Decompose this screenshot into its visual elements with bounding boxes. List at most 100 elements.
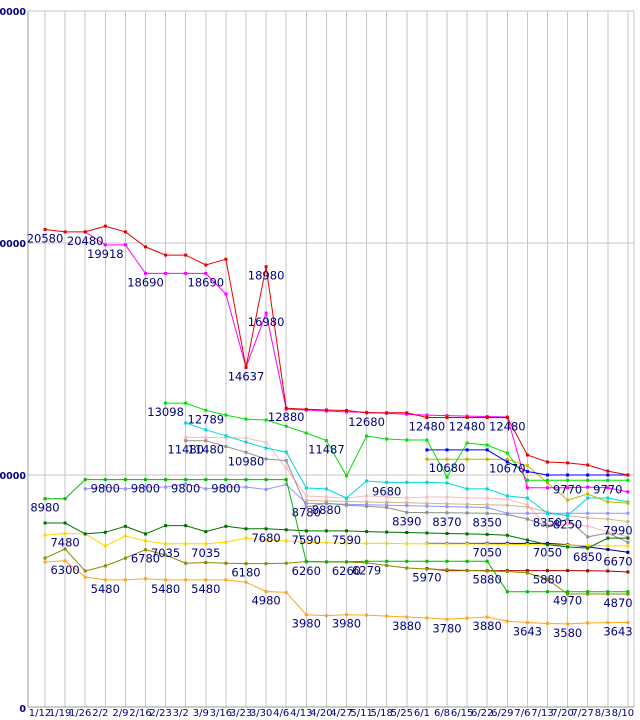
value-label: 7050 bbox=[473, 545, 502, 559]
data-point bbox=[63, 532, 67, 535]
value-label: 12789 bbox=[188, 412, 225, 426]
data-point bbox=[505, 494, 509, 498]
data-point bbox=[405, 438, 409, 442]
y-axis-tick-label: 30000 bbox=[0, 7, 26, 18]
data-point bbox=[264, 441, 268, 444]
value-label: 3980 bbox=[292, 617, 321, 631]
data-point bbox=[566, 511, 570, 515]
gridlines bbox=[27, 10, 635, 708]
data-point bbox=[485, 615, 489, 619]
data-point bbox=[546, 481, 549, 485]
data-point bbox=[244, 365, 248, 369]
data-point bbox=[405, 480, 409, 484]
data-point bbox=[365, 503, 369, 507]
series-green-flat-line bbox=[45, 479, 628, 593]
data-point bbox=[425, 567, 429, 571]
data-point bbox=[485, 443, 489, 447]
data-point bbox=[224, 436, 228, 440]
data-point bbox=[224, 540, 228, 544]
data-point bbox=[224, 257, 228, 261]
data-point bbox=[43, 560, 47, 564]
data-point bbox=[465, 505, 469, 509]
data-point bbox=[485, 506, 489, 509]
data-point bbox=[244, 450, 248, 454]
data-point bbox=[626, 540, 630, 544]
data-point bbox=[626, 544, 630, 548]
data-point bbox=[405, 566, 409, 570]
data-point bbox=[244, 485, 248, 489]
data-point bbox=[586, 590, 590, 594]
data-point bbox=[425, 501, 429, 505]
data-point bbox=[204, 263, 208, 267]
value-label: 5480 bbox=[191, 582, 220, 596]
data-point bbox=[103, 578, 107, 582]
data-point bbox=[465, 441, 469, 445]
data-point bbox=[465, 487, 469, 491]
x-axis-date-label: 6/22 bbox=[471, 708, 493, 719]
data-point bbox=[324, 439, 328, 442]
data-point bbox=[385, 614, 389, 618]
data-point bbox=[606, 536, 610, 540]
data-point bbox=[425, 438, 429, 442]
data-point bbox=[425, 542, 429, 546]
data-point bbox=[264, 418, 268, 422]
data-point bbox=[525, 621, 529, 624]
series-gray bbox=[184, 439, 630, 544]
value-label: 6180 bbox=[231, 566, 260, 580]
series-red-line bbox=[44, 225, 628, 476]
x-axis-date-label: 1/26 bbox=[69, 708, 91, 719]
data-point bbox=[626, 501, 630, 505]
value-label: 3643 bbox=[513, 625, 542, 639]
data-point bbox=[63, 497, 67, 501]
value-label: 13098 bbox=[147, 405, 184, 419]
data-point bbox=[546, 543, 549, 547]
y-axis-tick-label: 20000 bbox=[0, 239, 26, 250]
series-red bbox=[43, 224, 630, 477]
data-point bbox=[164, 524, 168, 528]
data-point bbox=[405, 615, 409, 619]
data-point bbox=[83, 230, 87, 234]
data-point bbox=[324, 499, 328, 503]
data-point bbox=[425, 559, 429, 563]
series-green-fluctuating bbox=[164, 401, 630, 482]
data-point bbox=[385, 500, 389, 504]
data-point bbox=[63, 547, 67, 551]
data-point bbox=[224, 485, 228, 489]
data-point bbox=[224, 434, 228, 438]
data-point bbox=[103, 478, 107, 482]
data-point bbox=[425, 511, 429, 515]
data-point bbox=[586, 478, 590, 482]
data-point bbox=[525, 511, 529, 515]
data-point bbox=[365, 559, 369, 563]
data-point bbox=[385, 564, 389, 567]
data-point bbox=[405, 542, 409, 546]
data-point bbox=[445, 414, 449, 418]
value-label: 19918 bbox=[87, 247, 124, 261]
data-point bbox=[626, 490, 630, 494]
data-point bbox=[485, 487, 489, 491]
data-point bbox=[184, 482, 188, 486]
data-point bbox=[164, 485, 168, 489]
x-axis-date-label: 8/10 bbox=[612, 708, 634, 719]
data-point bbox=[43, 556, 47, 560]
data-point bbox=[385, 503, 389, 507]
data-point bbox=[123, 230, 127, 234]
data-point bbox=[204, 578, 208, 582]
data-point bbox=[525, 453, 529, 457]
x-axis-date-label: 4/13 bbox=[290, 708, 312, 719]
value-label: 7480 bbox=[50, 536, 79, 550]
x-axis-date-label: 5/11 bbox=[350, 708, 372, 719]
data-point bbox=[465, 616, 469, 620]
data-point bbox=[465, 416, 469, 419]
data-point bbox=[184, 561, 188, 565]
data-point bbox=[204, 408, 208, 412]
data-point bbox=[43, 533, 47, 537]
data-point bbox=[304, 540, 308, 544]
data-point bbox=[144, 577, 147, 581]
data-point bbox=[465, 532, 469, 536]
data-point bbox=[224, 413, 228, 417]
value-label: 11480 bbox=[167, 443, 204, 457]
value-label: 7050 bbox=[533, 545, 562, 559]
value-label: 9770 bbox=[593, 482, 622, 496]
data-point bbox=[184, 524, 188, 528]
